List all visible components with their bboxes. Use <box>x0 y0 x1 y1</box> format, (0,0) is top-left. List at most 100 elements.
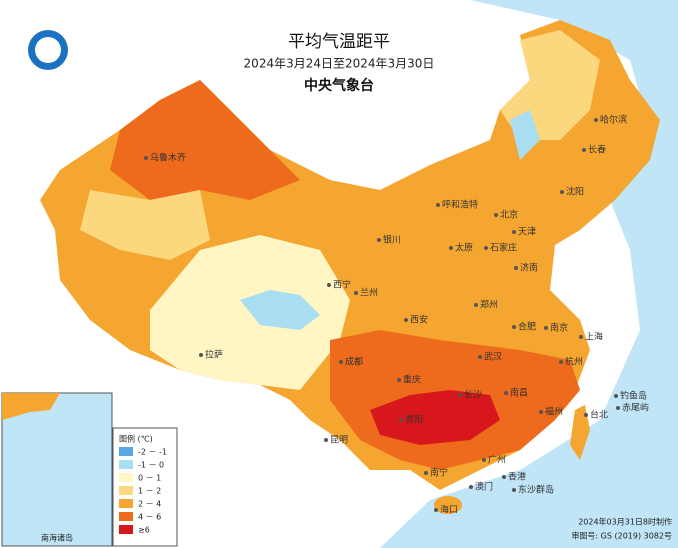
city-dot <box>377 238 381 242</box>
city-dot <box>339 360 343 364</box>
region-hot <box>370 390 500 445</box>
city-label: 太原 <box>455 242 473 254</box>
city-label: 长春 <box>588 144 606 156</box>
city-dot <box>582 148 586 152</box>
legend: 图例 (℃) -2 － -1 -1 － 0 0 － 1 1 － 2 2 － 4 4 － 6… <box>112 427 178 547</box>
subtitle: 2024年3月24日至2024年3月30日 <box>244 57 435 71</box>
city-dot <box>494 213 498 217</box>
city-label: 南宁 <box>430 467 448 479</box>
agency: 中央气象台 <box>304 77 374 94</box>
legend-swatch <box>119 525 133 534</box>
city-dot <box>544 326 548 330</box>
city-dot <box>199 353 203 357</box>
city-dot <box>458 393 462 397</box>
region-cool-ne <box>510 110 540 160</box>
inset-label: 南海诸岛 <box>41 533 73 543</box>
city-label: 赤尾屿 <box>622 403 649 414</box>
city-dot <box>474 303 478 307</box>
footer-map-no: 审图号: GS (2019) 3082号 <box>571 531 672 541</box>
city-label: 台北 <box>590 409 608 421</box>
city-label: 郑州 <box>480 299 498 311</box>
legend-label: 2 － 4 <box>138 500 161 509</box>
city-label: 沈阳 <box>566 186 584 198</box>
region-xinjiang <box>80 190 210 260</box>
city-label: 合肥 <box>518 321 536 333</box>
city-dot <box>512 325 516 329</box>
city-dot <box>502 475 506 479</box>
city-dot <box>434 508 438 512</box>
city-label: 西安 <box>410 314 428 326</box>
city-dot <box>579 335 583 339</box>
city-label: 拉萨 <box>205 349 223 361</box>
city-dot <box>560 190 564 194</box>
city-label: 东沙群岛 <box>518 484 554 496</box>
region-northwest <box>110 80 300 200</box>
city-dot <box>504 391 508 395</box>
logo-inner <box>35 37 61 63</box>
city-dot <box>512 230 516 234</box>
city-dot <box>616 406 620 410</box>
legend-label: -2 － -1 <box>138 448 167 457</box>
city-dot <box>559 360 563 364</box>
city-dot <box>614 394 618 398</box>
city-dot <box>449 246 453 250</box>
inset-frame <box>1 392 113 547</box>
legend-swatch <box>119 486 133 495</box>
city-dot <box>436 203 440 207</box>
city-dot <box>482 458 486 462</box>
city-label: 济南 <box>520 262 538 274</box>
legend-swatch <box>119 512 133 521</box>
city-label: 香港 <box>508 471 526 483</box>
city-dot <box>469 485 473 489</box>
city-label: 武汉 <box>484 351 502 363</box>
city-label: 福州 <box>545 406 563 418</box>
city-dot <box>478 355 482 359</box>
legend-label: ≥6 <box>138 526 150 535</box>
region-cool <box>240 290 320 330</box>
city-label: 兰州 <box>360 287 378 299</box>
legend-swatch <box>119 447 133 456</box>
city-label: 石家庄 <box>490 242 517 254</box>
city-label: 海口 <box>440 504 458 516</box>
city-label: 广州 <box>488 454 506 466</box>
legend-swatch <box>119 499 133 508</box>
taiwan <box>570 405 590 460</box>
inset-land <box>2 393 60 420</box>
legend-label: 1 － 2 <box>138 487 161 496</box>
city-label: 贵阳 <box>405 414 423 426</box>
city-dot <box>397 378 401 382</box>
city-label: 重庆 <box>403 374 421 386</box>
city-dot <box>584 413 588 417</box>
hainan <box>434 496 462 514</box>
legend-label: 0 － 1 <box>138 474 161 483</box>
city-label: 昆明 <box>330 435 348 446</box>
city-label: 成都 <box>345 356 363 368</box>
legend-label: 4 － 6 <box>138 513 161 522</box>
city-dot <box>539 410 543 414</box>
city-dot <box>424 471 428 475</box>
city-label: 杭州 <box>565 356 583 368</box>
legend-title: 图例 (℃) <box>119 434 153 444</box>
city-dot <box>144 156 148 160</box>
sea <box>380 0 678 548</box>
city-dot <box>354 291 358 295</box>
city-dot <box>324 438 328 442</box>
city-label: 长沙 <box>464 389 482 401</box>
city-dot <box>594 118 598 122</box>
city-label: 呼和浩特 <box>442 199 478 211</box>
city-label: 哈尔滨 <box>600 114 627 126</box>
city-label: 南昌 <box>510 387 528 399</box>
legend-swatch <box>119 473 133 482</box>
city-label: 西宁 <box>333 279 351 291</box>
city-label: 上海 <box>585 331 603 343</box>
footer-made: 2024年03月31日8时制作 <box>578 517 672 527</box>
city-dot <box>404 318 408 322</box>
city-label: 南京 <box>550 322 568 334</box>
city-dot <box>484 246 488 250</box>
city-dot <box>327 283 331 287</box>
city-dot <box>514 266 518 270</box>
city-label: 北京 <box>500 209 518 221</box>
city-label: 澳门 <box>475 481 493 493</box>
